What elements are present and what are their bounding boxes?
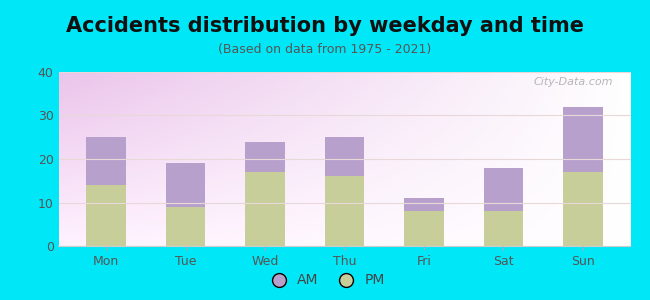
Bar [245,142,285,172]
Text: (Based on data from 1975 - 2021): (Based on data from 1975 - 2021) [218,44,432,56]
Bar [245,172,285,246]
Bar [404,211,444,246]
Bar [166,207,205,246]
Bar [563,107,603,172]
Text: Accidents distribution by weekday and time: Accidents distribution by weekday and ti… [66,16,584,37]
Bar [86,185,126,246]
Legend: AM, PM: AM, PM [259,268,391,293]
Bar [324,137,365,176]
Bar [404,198,444,211]
Bar [324,176,365,246]
Bar [563,172,603,246]
Bar [166,163,205,207]
Bar [86,137,126,185]
Bar [484,168,523,211]
Text: City-Data.com: City-Data.com [534,77,614,87]
Bar [484,211,523,246]
